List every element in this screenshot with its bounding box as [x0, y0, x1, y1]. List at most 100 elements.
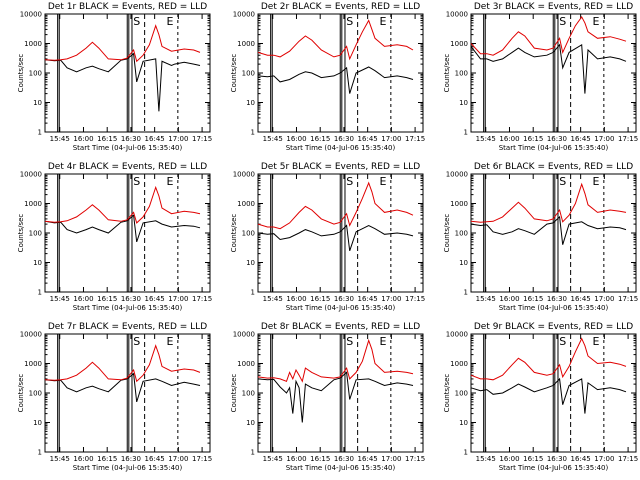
y-axis-label: Counts/sec: [17, 214, 25, 253]
x-tick-label: 16:30: [547, 295, 567, 303]
series-line-events: [470, 43, 627, 94]
y-tick-label: 1: [464, 289, 468, 297]
x-tick-label: 15:45: [263, 295, 283, 303]
x-tick-label: 17:00: [168, 455, 188, 463]
x-tick-label: 15:45: [476, 135, 496, 143]
end-marker: E: [379, 175, 386, 188]
x-tick-label: 16:00: [73, 135, 93, 143]
x-tick-label: 16:00: [73, 455, 93, 463]
start-marker: S: [133, 175, 140, 188]
series-line-events: [257, 224, 414, 251]
panel-title: Det 9r BLACK = Events, RED = LLD: [474, 322, 633, 332]
panel-9: Det 9r BLACK = Events, RED = LLD 1 10 100 10…: [443, 322, 638, 472]
x-tick-label: 16:45: [571, 295, 591, 303]
y-tick-label: 100: [29, 70, 42, 78]
x-tick-label: 16:30: [334, 455, 354, 463]
x-tick-label: 17:00: [168, 135, 188, 143]
x-tick-label: 17:15: [618, 455, 638, 463]
x-tick-label: 16:15: [310, 135, 330, 143]
y-tick-label: 10: [33, 99, 42, 107]
x-tick-label: 16:00: [499, 295, 519, 303]
x-tick-label: 17:00: [381, 295, 401, 303]
series-line-events: [470, 377, 627, 414]
x-tick-label: 17:00: [594, 455, 614, 463]
x-tick-label: 16:15: [97, 455, 117, 463]
series-line-lld: [44, 24, 201, 63]
y-tick-label: 10: [246, 259, 255, 267]
start-marker: S: [346, 15, 353, 28]
y-tick-label: 1000: [24, 360, 42, 368]
series-line-events: [44, 52, 201, 112]
y-tick-label: 10000: [20, 331, 42, 339]
y-tick-label: 1000: [237, 360, 255, 368]
x-tick-label: 17:15: [618, 295, 638, 303]
series-line-lld: [44, 185, 201, 224]
y-tick-label: 10000: [233, 171, 255, 179]
y-tick-label: 100: [242, 230, 255, 238]
series-line-events: [470, 215, 627, 245]
series-line-events: [257, 371, 414, 423]
end-marker: E: [592, 335, 599, 348]
y-tick-label: 10000: [446, 11, 468, 19]
x-tick-label: 16:45: [145, 295, 165, 303]
panel-title: Det 6r BLACK = Events, RED = LLD: [474, 162, 633, 172]
x-tick-label: 16:00: [286, 295, 306, 303]
y-tick-label: 1000: [450, 200, 468, 208]
y-tick-label: 1: [251, 129, 255, 137]
y-tick-label: 100: [455, 70, 468, 78]
end-marker: E: [379, 15, 386, 28]
panel-3: Det 3r BLACK = Events, RED = LLD 1 10 100 10…: [443, 2, 638, 152]
x-tick-label: 16:45: [571, 135, 591, 143]
y-tick-label: 10000: [446, 331, 468, 339]
y-tick-label: 1000: [24, 200, 42, 208]
x-tick-label: 16:45: [358, 295, 378, 303]
series-line-lld: [257, 19, 414, 61]
panel-title: Det 2r BLACK = Events, RED = LLD: [261, 2, 420, 12]
y-tick-label: 1: [251, 449, 255, 457]
series-line-events: [44, 372, 201, 403]
x-axis-label: Start Time (04-Jul-06 15:35:40): [286, 144, 396, 152]
x-tick-label: 16:45: [571, 455, 591, 463]
y-tick-label: 10: [459, 99, 468, 107]
series-line-events: [44, 214, 201, 243]
y-tick-label: 1: [38, 129, 42, 137]
x-tick-label: 17:15: [618, 135, 638, 143]
start-marker: S: [559, 335, 566, 348]
y-axis-label: Counts/sec: [443, 54, 451, 93]
y-tick-label: 10: [33, 259, 42, 267]
x-tick-label: 16:45: [358, 135, 378, 143]
panel-6: Det 6r BLACK = Events, RED = LLD 1 10 100 10…: [443, 162, 638, 312]
start-marker: S: [559, 175, 566, 188]
panel-title: Det 7r BLACK = Events, RED = LLD: [48, 322, 207, 332]
x-axis-label: Start Time (04-Jul-06 15:35:40): [499, 464, 609, 472]
y-tick-label: 100: [455, 390, 468, 398]
end-marker: E: [166, 175, 173, 188]
y-tick-label: 1: [464, 449, 468, 457]
x-tick-label: 16:15: [310, 295, 330, 303]
y-axis-label: Counts/sec: [230, 374, 238, 413]
x-tick-label: 16:45: [145, 455, 165, 463]
x-tick-label: 15:45: [263, 455, 283, 463]
start-marker: S: [346, 175, 353, 188]
x-tick-label: 16:15: [523, 135, 543, 143]
y-tick-label: 100: [455, 230, 468, 238]
x-tick-label: 16:15: [523, 455, 543, 463]
x-tick-label: 16:00: [286, 135, 306, 143]
x-tick-label: 17:15: [192, 455, 212, 463]
y-tick-label: 1: [464, 129, 468, 137]
x-tick-label: 16:15: [97, 295, 117, 303]
series-line-lld: [470, 337, 627, 381]
x-tick-label: 15:45: [50, 135, 70, 143]
y-tick-label: 10000: [20, 171, 42, 179]
y-tick-label: 1: [38, 289, 42, 297]
x-tick-label: 17:15: [405, 455, 425, 463]
y-axis-label: Counts/sec: [17, 374, 25, 413]
end-marker: E: [592, 15, 599, 28]
x-tick-label: 16:30: [547, 455, 567, 463]
panel-title: Det 1r BLACK = Events, RED = LLD: [48, 2, 207, 12]
x-tick-label: 17:15: [405, 135, 425, 143]
x-tick-label: 16:15: [523, 295, 543, 303]
x-tick-label: 17:00: [381, 455, 401, 463]
x-axis-label: Start Time (04-Jul-06 15:35:40): [73, 304, 183, 312]
